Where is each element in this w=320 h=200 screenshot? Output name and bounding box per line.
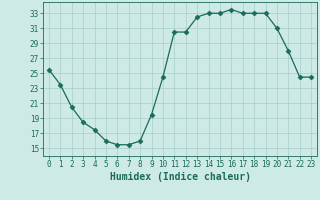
X-axis label: Humidex (Indice chaleur): Humidex (Indice chaleur) [109,172,251,182]
